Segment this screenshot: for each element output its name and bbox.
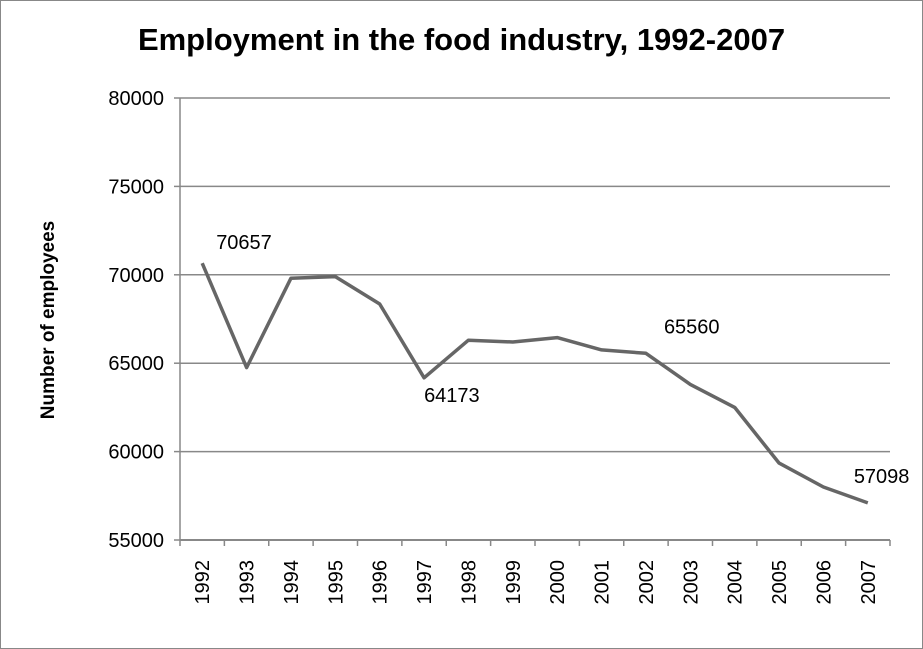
x-tick-label: 2006 <box>813 560 835 605</box>
axes <box>179 98 891 546</box>
y-tick-labels: 55000 60000 65000 70000 75000 80000 <box>108 88 164 552</box>
x-tick-label: 1998 <box>458 560 480 605</box>
x-tick-label: 1995 <box>325 560 347 605</box>
x-tick-label: 2007 <box>858 560 880 605</box>
x-tick-label: 2003 <box>680 560 702 605</box>
data-labels: 70657 64173 65560 57098 <box>216 232 909 488</box>
y-tick-label: 70000 <box>108 265 164 287</box>
x-tick-label: 1999 <box>503 560 525 605</box>
x-tick-label: 1993 <box>237 560 259 605</box>
x-tick-labels: 1992 1993 1994 1995 1996 1997 1998 1999 2000 2001… <box>192 560 880 605</box>
x-tick-label: 1996 <box>370 560 392 605</box>
x-tick-label: 2002 <box>636 560 658 605</box>
data-label: 70657 <box>216 232 272 254</box>
x-tick-label: 2005 <box>769 560 791 605</box>
x-tick-label: 2004 <box>725 560 747 605</box>
data-label: 64173 <box>424 385 480 407</box>
x-tick-label: 1994 <box>281 560 303 605</box>
y-axis-label: Number of employees <box>38 221 59 420</box>
data-label: 65560 <box>664 316 720 338</box>
data-label: 57098 <box>854 466 910 488</box>
gridlines <box>174 97 890 541</box>
y-tick-label: 65000 <box>108 353 164 375</box>
x-tick-label: 2001 <box>592 560 614 605</box>
y-tick-label: 80000 <box>108 88 164 110</box>
x-tick-label: 1997 <box>414 560 436 605</box>
x-tick-label: 2000 <box>547 560 569 605</box>
x-tick-label: 1992 <box>192 560 214 605</box>
y-tick-label: 55000 <box>108 530 164 552</box>
chart-title: Employment in the food industry, 1992-20… <box>137 22 786 57</box>
y-tick-label: 75000 <box>108 176 164 198</box>
series-line <box>200 262 869 505</box>
y-tick-label: 60000 <box>108 442 164 464</box>
